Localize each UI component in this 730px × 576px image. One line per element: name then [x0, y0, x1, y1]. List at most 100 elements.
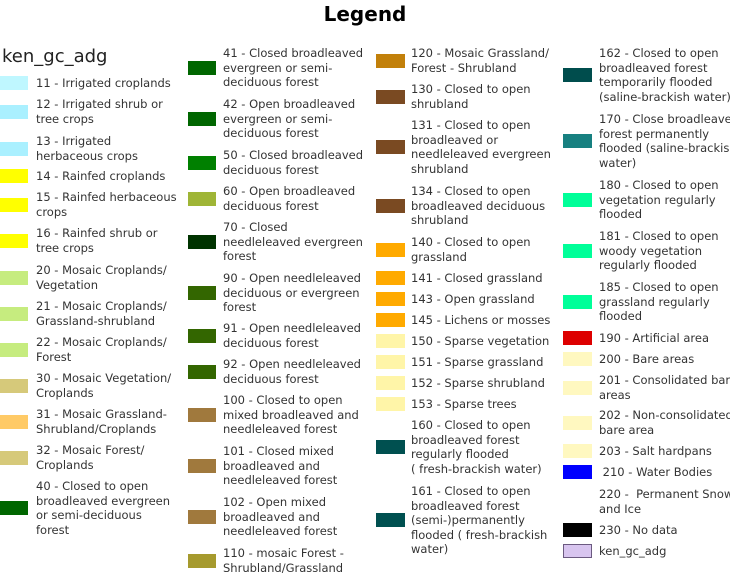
legend-label-line: 230 - No data [599, 523, 678, 537]
legend-swatch [188, 364, 216, 379]
legend-label-line: 60 - Open broadleaved [223, 184, 356, 198]
legend-swatch [563, 352, 592, 367]
legend-swatch [376, 198, 405, 213]
legend-swatch [563, 331, 592, 346]
legend-swatch [188, 155, 216, 170]
legend-label: 130 - Closed to open shrubland [411, 82, 531, 111]
legend-label-line: flooded (saline-brackish [599, 141, 730, 155]
legend-label-line: water) [599, 155, 637, 170]
legend-label-line: 91 - Open needleleaved [223, 321, 361, 335]
legend-label-line: 145 - Lichens or mosses [411, 313, 551, 327]
legend-swatch [376, 513, 405, 528]
legend-label-line: deciduous forest [223, 162, 319, 177]
legend-label-line: needleleaved evergreen [411, 147, 551, 161]
legend-label-line: broadleaved forest [411, 498, 520, 513]
legend-label-line: 92 - Open needleleaved [223, 357, 361, 371]
legend-swatch [0, 104, 28, 119]
legend-label: 134 - Closed to open broadleaved deciduou… [411, 184, 545, 228]
legend-label-line: 162 - Closed to open [599, 46, 719, 60]
legend-label: 230 - No data [599, 523, 678, 538]
legend-label: 153 - Sparse trees [411, 397, 517, 412]
legend-label: 151 - Sparse grassland [411, 355, 543, 370]
legend-label-line: Shrubland/Grassland [223, 560, 344, 575]
legend-label-line: 220 - Permanent Snow [599, 487, 730, 501]
legend-label-line: (semi-)permanently [411, 513, 525, 527]
legend-label: 14 - Rainfed croplands [36, 169, 165, 184]
legend-label: 16 - Rainfed shrub or tree crops [36, 226, 157, 255]
legend-label: 41 - Closed broadleaved evergreen or semi… [223, 46, 363, 90]
legend-label: 91 - Open needleleaved deciduous forest [223, 321, 361, 350]
legend-label: 100 - Closed to open mixed broadleaved an… [223, 393, 359, 437]
legend-label-line: Croplands [36, 385, 94, 400]
legend-label-line: forest [223, 249, 257, 263]
legend-label-line: woody vegetation [599, 243, 703, 258]
legend-label: 31 - Mosaic Grassland- Shrubland/Cropland… [36, 407, 167, 436]
legend-label-line: broadleaved or [411, 132, 499, 147]
legend-label-line: deciduous forest [223, 335, 319, 350]
legend-label-line: Forest [36, 349, 72, 364]
legend-swatch [563, 134, 592, 148]
legend-label: 15 - Rainfed herbaceous crops [36, 190, 177, 219]
layer-name: ken_gc_adg [2, 46, 108, 67]
legend-label-line: Grassland-shrubland [36, 313, 156, 328]
legend-label: 90 - Open needleleaved deciduous or everg… [223, 271, 361, 315]
legend-label: 200 - Bare areas [599, 352, 694, 367]
legend-swatch [0, 342, 28, 357]
legend-label-line: 160 - Closed to open [411, 418, 531, 432]
legend-swatch [188, 509, 216, 524]
legend-label-line: deciduous forest [223, 75, 319, 89]
legend-label: 160 - Closed to open broadleaved forest re… [411, 418, 542, 476]
legend-swatch [563, 415, 592, 430]
legend-label-line: 16 - Rainfed shrub or [36, 226, 158, 240]
legend-label-line: tree crops [36, 111, 94, 126]
legend-label-line: grassland [411, 249, 467, 264]
legend-label-line: flooded [599, 207, 642, 221]
legend-label-line: broadleaved evergreen [36, 493, 171, 508]
legend-swatch [563, 494, 592, 509]
legend-label-line: temporarily flooded [599, 75, 713, 89]
legend-label-line: 70 - Closed [223, 220, 288, 234]
legend-label: 92 - Open needleleaved deciduous forest [223, 357, 361, 386]
legend-label-line: broadleaved and [223, 509, 320, 524]
legend-label-line: herbaceous crops [36, 148, 138, 163]
legend-label-line: 22 - Mosaic Croplands/ [36, 335, 167, 349]
legend-label-line: 200 - Bare areas [599, 352, 695, 366]
legend-label-line: Shrubland/Croplands [36, 421, 157, 436]
legend-label-line: 41 - Closed broadleaved [223, 46, 364, 60]
legend-label: ken_gc_adg [599, 544, 666, 559]
legend-label-line: 15 - Rainfed herbaceous [36, 190, 177, 204]
legend-label-line: shrubland [411, 161, 469, 176]
legend-label-line: 150 - Sparse vegetation [411, 334, 550, 348]
legend-swatch [376, 334, 405, 349]
legend-swatch [376, 313, 405, 328]
legend-swatch [188, 407, 216, 422]
legend-label-line: needleleaved forest [223, 524, 338, 538]
legend-label-line: needleleaved evergreen [223, 234, 363, 249]
legend-label-line: 50 - Closed broadleaved [223, 148, 364, 162]
legend-swatch [376, 89, 405, 104]
legend-label: 190 - Artificial area [599, 331, 709, 346]
legend-label: 40 - Closed to open broadleaved evergreen… [36, 479, 170, 537]
legend-label: 203 - Salt hardpans [599, 444, 712, 459]
legend-title: Legend [323, 2, 407, 26]
legend-label-line: regularly flooded [599, 258, 697, 272]
legend-label: 201 - Consolidated bare areas [599, 373, 730, 402]
legend-label-line: ken_gc_adg [599, 544, 667, 558]
legend-label-line: 152 - Sparse shrubland [411, 376, 545, 390]
legend-label-line: 30 - Mosaic Vegetation/ [36, 371, 172, 385]
legend-label: 101 - Closed mixed broadleaved and needlel… [223, 444, 337, 488]
legend-swatch [0, 414, 28, 429]
legend-label-line: 40 - Closed to open [36, 479, 149, 493]
legend-swatch [188, 553, 216, 568]
legend-label: 161 - Closed to open broadleaved forest (s… [411, 484, 547, 557]
legend-label: 70 - Closed needleleaved evergreen forest [223, 220, 363, 264]
legend-label-line: bare area [599, 422, 655, 437]
legend-label-line: evergreen or semi- [223, 111, 333, 126]
legend-label-line: broadleaved forest [411, 432, 520, 447]
legend-label: 220 - Permanent Snow and Ice [599, 487, 730, 516]
legend-label-line: areas [599, 387, 631, 402]
legend-label-line: 110 - mosaic Forest - [223, 546, 344, 560]
legend-label-line: deciduous forest [223, 371, 319, 386]
legend-label-line: 151 - Sparse grassland [411, 355, 544, 369]
legend-label: 202 - Non-consolidated bare area [599, 408, 730, 437]
